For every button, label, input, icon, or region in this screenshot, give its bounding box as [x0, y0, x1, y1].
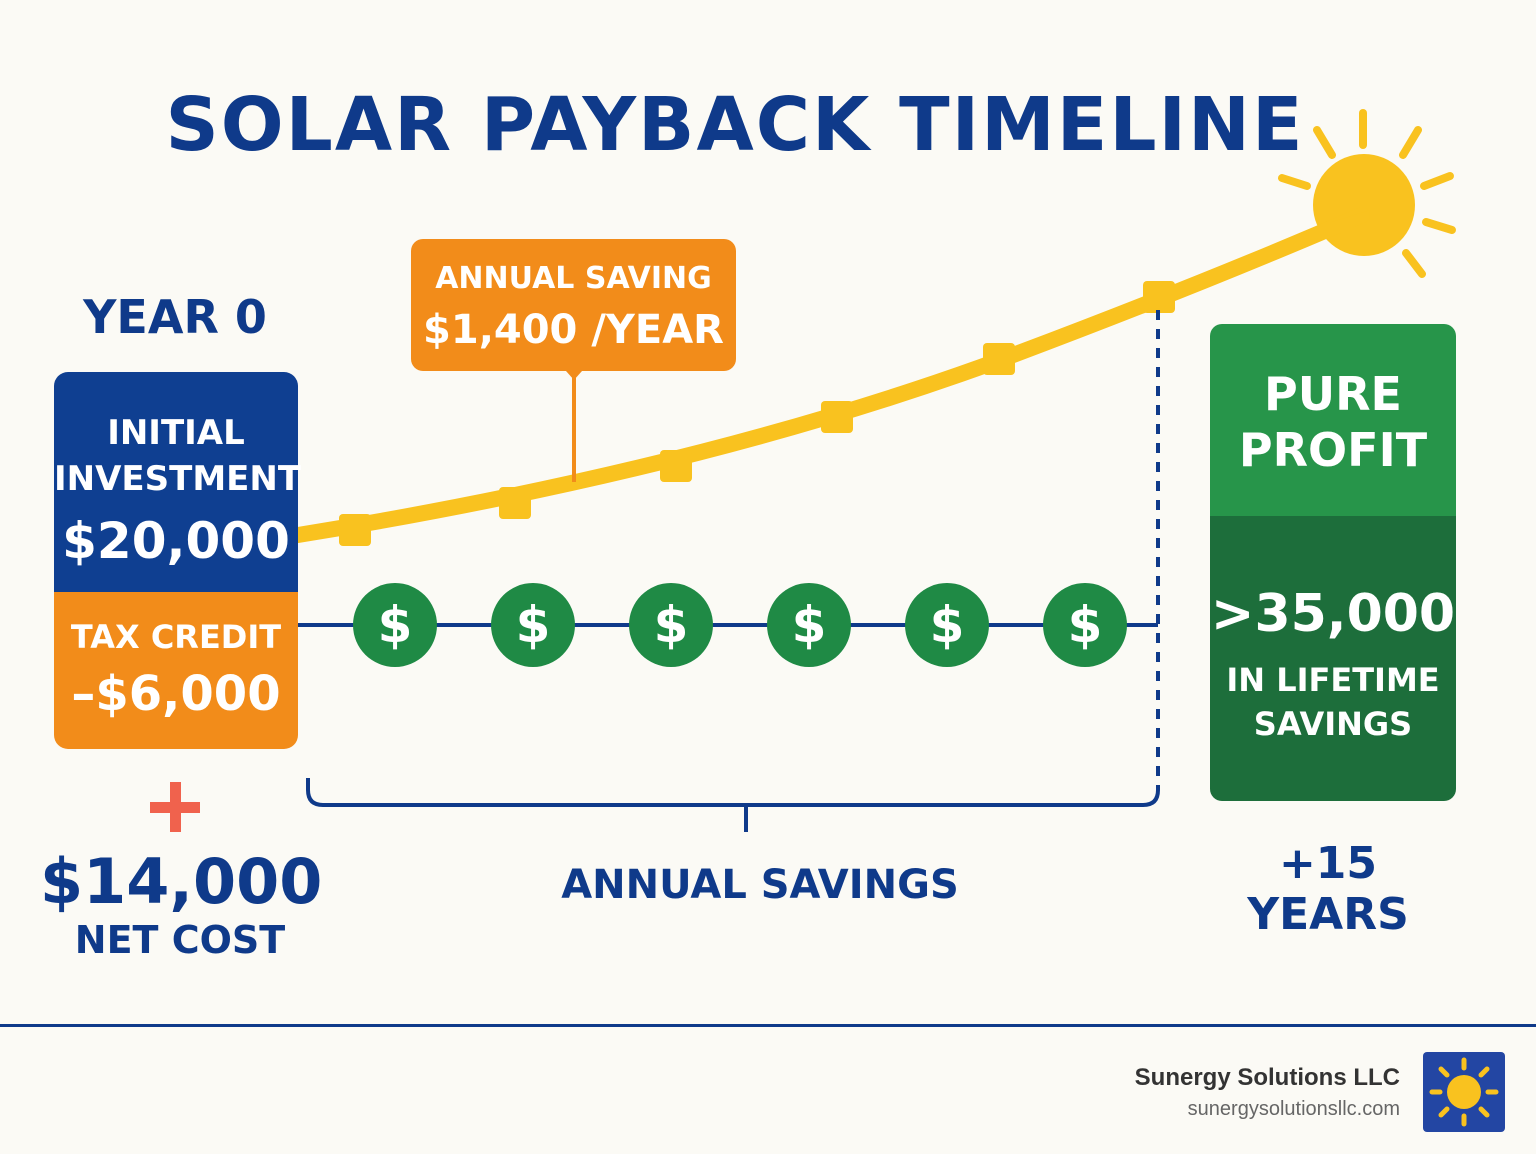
annual-savings-bracket-label: ANNUAL SAVINGS [561, 862, 959, 908]
net-cost-value: $14,000 [40, 845, 323, 918]
curve-marker [660, 450, 692, 482]
curve-marker [983, 343, 1015, 375]
dollar-coin-icon: $ [491, 583, 575, 667]
pure-profit-box: PURE PROFIT >35,000 IN LIFETIME SAVINGS [1210, 324, 1456, 801]
lifetime-savings-value: >35,000 [1210, 584, 1456, 644]
dollar-coin-icon: $ [767, 583, 851, 667]
net-cost-label: NET COST [74, 918, 286, 962]
dollar-coin-icon: $ [905, 583, 989, 667]
years-label: +15 YEARS [1247, 838, 1409, 940]
company-name: Sunergy Solutions LLC [1134, 1064, 1400, 1091]
lifetime-savings-panel: >35,000 IN LIFETIME SAVINGS [1210, 516, 1456, 801]
dollar-coin-icon: $ [353, 583, 437, 667]
curve-marker [339, 514, 371, 546]
savings-bracket [306, 778, 1160, 832]
dollar-coin-icon: $ [629, 583, 713, 667]
curve-marker [499, 487, 531, 519]
initial-investment-value: $20,000 [62, 512, 290, 570]
initial-investment-box: INITIAL INVESTMENT $20,000 [54, 372, 302, 592]
tax-credit-box: TAX CREDIT –$6,000 [54, 592, 298, 749]
pure-profit-header: PURE PROFIT [1210, 324, 1456, 516]
page-title: SOLAR PAYBACK TIMELINE [165, 82, 1305, 168]
timeline-graphic [290, 109, 1456, 832]
curve-marker [1143, 281, 1175, 313]
footer-divider [0, 1024, 1536, 1027]
tax-credit-value: –$6,000 [71, 666, 281, 722]
sun-logo-icon [1423, 1052, 1505, 1132]
plus-icon [150, 782, 200, 832]
company-website[interactable]: sunergysolutionsllc.com [1187, 1098, 1400, 1120]
dollar-coin-icon: $ [1043, 583, 1127, 667]
initial-investment-label: INITIAL INVESTMENT [54, 413, 302, 499]
lifetime-savings-label: IN LIFETIME SAVINGS [1226, 661, 1440, 743]
annual-saving-label: ANNUAL SAVING [435, 261, 712, 296]
sun-icon [1278, 109, 1456, 278]
year-zero-label: YEAR 0 [83, 290, 267, 344]
tax-credit-label: TAX CREDIT [70, 618, 282, 656]
pure-profit-label: PURE PROFIT [1238, 367, 1428, 477]
annual-saving-value: $1,400 /YEAR [423, 307, 724, 353]
curve-markers [339, 281, 1175, 546]
curve-marker [821, 401, 853, 433]
annual-saving-callout: ANNUAL SAVING $1,400 /YEAR [411, 239, 736, 371]
